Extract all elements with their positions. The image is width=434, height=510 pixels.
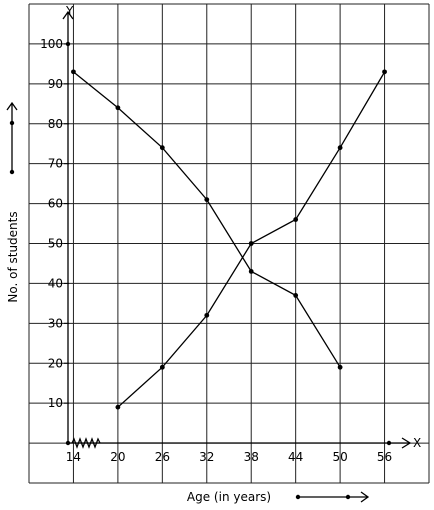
y-tick-label: 70: [48, 157, 63, 171]
axis-break-zigzag: [71, 437, 101, 449]
axes: [62, 10, 412, 449]
origin-dot: [65, 440, 71, 446]
tick-labels: 14 20 26 32 38 44 50 56 10 20 30 40 50 60 70 80 90 100: [40, 37, 392, 464]
data-point: [159, 364, 165, 370]
x-tick-label: 50: [332, 450, 347, 464]
data-point: [115, 404, 121, 410]
data-point: [337, 364, 343, 370]
y-tick-label: 20: [48, 356, 63, 370]
x-axis-letter: X: [413, 436, 421, 450]
data-point: [204, 197, 210, 202]
x-tick-label: 20: [110, 450, 125, 464]
data-point: [382, 69, 387, 75]
y-tick-label: 30: [48, 316, 63, 330]
x-tick-label: 56: [377, 450, 392, 464]
y-axis-arrow: [62, 10, 74, 20]
data-point: [204, 312, 210, 318]
x-axis-end-dot: [386, 440, 392, 446]
y-axis-title: No. of students: [6, 211, 20, 302]
y-tick-label: 60: [48, 197, 63, 211]
y-tick-label: 10: [48, 396, 63, 410]
y-tick-label: 90: [48, 77, 63, 91]
y-tick-label: 50: [48, 237, 63, 251]
y-tick-label: 40: [48, 276, 63, 290]
data-point: [293, 217, 299, 222]
data-point: [248, 241, 254, 246]
x-tick-label: 14: [66, 450, 81, 464]
data-point: [115, 105, 121, 111]
data-point: [159, 145, 165, 151]
data-point: [71, 69, 76, 75]
x-axis-arrow: [400, 437, 412, 449]
y-tick-label: 100: [40, 37, 63, 51]
y-direction-arrow: [6, 101, 18, 175]
data-point: [248, 269, 254, 274]
x-direction-arrow: [295, 491, 370, 503]
x-tick-label: 32: [199, 450, 214, 464]
grid: [28, 3, 430, 484]
y-axis-letter: Y: [65, 4, 74, 18]
y-tick-label: 80: [48, 117, 63, 131]
x-tick-label: 26: [155, 450, 170, 464]
data-point: [337, 145, 343, 151]
x-tick-label: 38: [244, 450, 259, 464]
data-point: [293, 292, 299, 298]
series-layer: [71, 69, 387, 410]
x-tick-label: 44: [288, 450, 303, 464]
x-axis-title: Age (in years): [187, 490, 271, 504]
